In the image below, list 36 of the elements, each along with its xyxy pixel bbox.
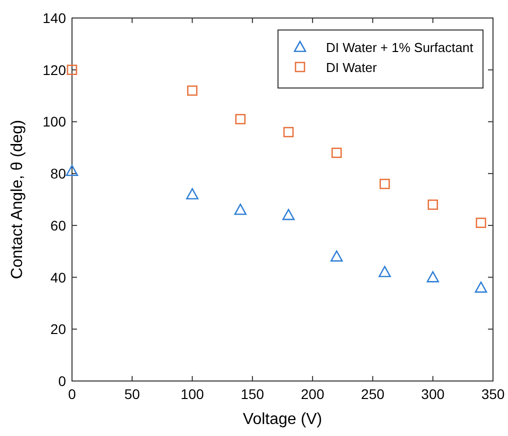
- x-tick-label: 200: [300, 386, 324, 402]
- x-tick-label: 50: [124, 386, 140, 402]
- x-tick-label: 250: [361, 386, 385, 402]
- legend-label: DI Water: [326, 60, 378, 75]
- x-tick-label: 0: [68, 386, 76, 402]
- point: [380, 178, 390, 190]
- point: [474, 282, 488, 293]
- point: [330, 250, 343, 262]
- point: [378, 266, 391, 278]
- point: [235, 114, 246, 124]
- x-tick-label: 100: [180, 386, 204, 402]
- point: [331, 148, 342, 158]
- point: [66, 164, 78, 176]
- y-tick-label: 120: [42, 62, 66, 78]
- x-tick-label: 150: [240, 386, 264, 402]
- y-tick-label: 80: [50, 166, 66, 182]
- y-tick-label: 40: [50, 269, 66, 286]
- point: [187, 85, 198, 96]
- point: [66, 64, 78, 76]
- y-tick-label: 20: [50, 321, 66, 338]
- point: [283, 126, 294, 138]
- point: [428, 200, 438, 210]
- point: [426, 271, 440, 282]
- point: [282, 208, 295, 220]
- point: [234, 204, 247, 215]
- point: [186, 188, 198, 200]
- y-tick-label: 100: [42, 114, 66, 130]
- y-tick-label: 60: [50, 217, 66, 234]
- legend-label: DI Water + 1% Surfactant: [326, 40, 474, 55]
- y-tick-label: 140: [42, 10, 66, 26]
- point: [476, 218, 486, 228]
- x-tick-label: 300: [421, 386, 445, 402]
- y-axis-title: Contact Angle, θ (deg): [9, 120, 26, 280]
- y-tick-label: 0: [58, 373, 66, 389]
- x-tick-label: 350: [481, 386, 505, 402]
- x-axis-title: Voltage (V): [242, 411, 322, 428]
